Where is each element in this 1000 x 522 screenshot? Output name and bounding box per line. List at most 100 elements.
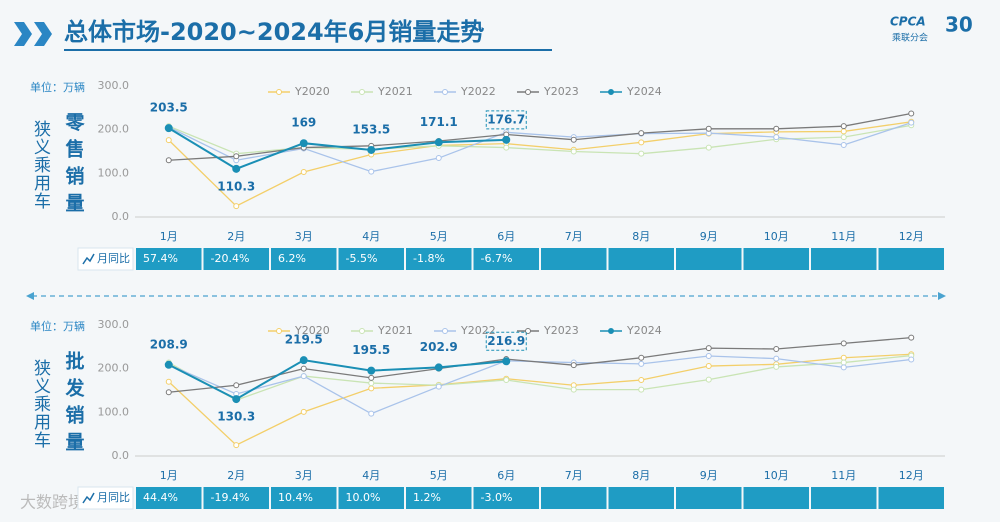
series-line [168,354,912,401]
point [705,353,712,360]
point [570,148,577,155]
arrowhead [938,292,946,300]
yoy-cell [811,248,877,270]
x-tick-label: 2月 [227,469,245,482]
yoy-label: 6.2% [278,252,306,265]
trend-icon [82,253,95,265]
point [368,380,375,387]
y-tick-label: 300.0 [98,79,130,92]
point [165,389,172,396]
point [840,123,847,130]
point [232,395,241,404]
point [502,135,511,144]
point [638,360,645,367]
x-tick-label: 1月 [160,230,178,243]
yoy-cell [203,487,269,509]
table-label-cell [77,486,134,510]
point [503,144,510,151]
point [840,340,847,347]
point [638,354,645,361]
yoy-cell [406,487,472,509]
point [908,334,915,341]
yoy-cell [878,487,944,509]
page-title: 总体市场-2020~2024年6月销量走势 [64,18,484,46]
value-label: 130.3 [217,410,255,424]
point [164,124,173,133]
point [300,169,307,176]
point [368,410,375,417]
yoy-label: 44.4% [143,491,178,504]
point [570,386,577,393]
point [570,136,577,143]
watermark: 大数跨境 [20,493,84,512]
point [299,356,308,365]
trend-icon [82,492,95,504]
legend-marker [608,328,614,334]
yoy-cell [136,487,202,509]
x-tick-label: 12月 [899,230,924,243]
yoy-cell [608,248,674,270]
series-line [168,337,912,393]
legend-label: Y2022 [460,324,496,337]
arrowhead [26,292,34,300]
panel-label: 批发销量 [63,351,86,459]
yoy-label: -1.8% [413,252,445,265]
yoy-cell [136,248,202,270]
point [908,356,915,363]
point [908,119,915,126]
legend-marker [608,89,614,95]
yoy-cell [338,248,404,270]
yoy-cell [811,487,877,509]
x-tick-label: 4月 [362,469,380,482]
yoy-label: -6.7% [481,252,513,265]
point [773,134,780,141]
value-label: 208.9 [150,337,188,351]
point [638,139,645,146]
legend-marker [359,89,365,95]
legend-label: Y2024 [626,85,662,98]
y-tick-label: 100.0 [98,405,130,418]
point [502,357,511,366]
point [705,125,712,132]
legend-marker [276,328,282,334]
x-tick-label: 5月 [430,469,448,482]
yoy-cell [338,487,404,509]
legend-label: Y2021 [377,85,413,98]
x-tick-label: 4月 [362,230,380,243]
y-tick-label: 200.0 [98,362,130,375]
point [367,145,376,154]
point [367,366,376,375]
legend-marker [276,89,282,95]
series-line [168,127,507,170]
segment-label: 狭义乘用车 [30,359,51,449]
yoy-label: -3.0% [481,491,513,504]
point [705,376,712,383]
logo-anniversary: 30 [945,13,973,37]
point [300,373,307,380]
value-label: 169 [291,116,316,130]
point [773,125,780,132]
x-tick-label: 9月 [700,230,718,243]
legend-label: Y2020 [294,324,330,337]
yoy-label: 57.4% [143,252,178,265]
chevron [14,22,32,46]
x-tick-label: 12月 [899,469,924,482]
point [638,386,645,393]
point [570,362,577,369]
yoy-label: -19.4% [211,491,250,504]
yoy-cell [541,248,607,270]
yoy-label: -20.4% [211,252,250,265]
segment-label: 狭义乘用车 [30,120,51,210]
unit-label: 单位：万辆 [30,319,85,333]
x-tick-label: 7月 [565,230,583,243]
x-tick-label: 3月 [295,230,313,243]
x-tick-label: 10月 [764,469,789,482]
y-tick-label: 200.0 [98,123,130,136]
point [233,382,240,389]
x-tick-label: 11月 [831,469,856,482]
x-tick-label: 11月 [831,230,856,243]
x-tick-label: 2月 [227,230,245,243]
point [705,144,712,151]
table-label-cell [77,247,134,271]
legend-label: Y2023 [543,85,579,98]
